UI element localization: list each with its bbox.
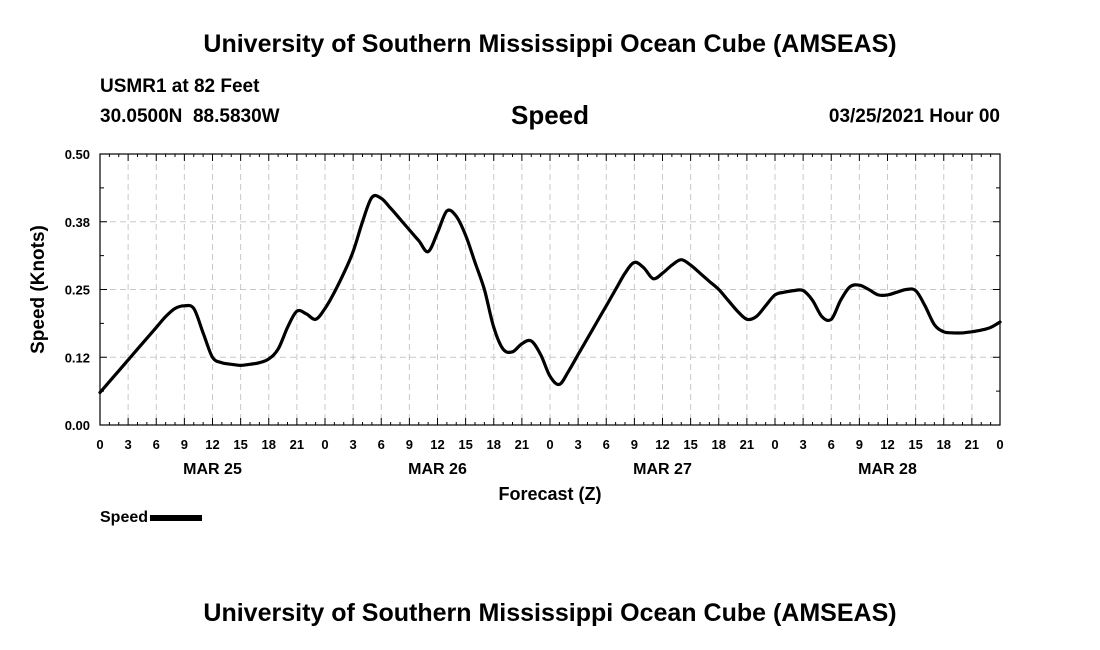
x-tick-label: 3 [125,437,132,452]
day-label: MAR 28 [858,461,917,478]
y-tick-label: 0.50 [65,147,90,162]
x-tick-label: 3 [800,437,807,452]
x-tick-label: 9 [856,437,863,452]
x-tick-label: 12 [880,437,894,452]
variable-title: Speed [510,100,590,130]
x-tick-label: 0 [96,437,103,452]
legend-label: Speed [100,509,149,526]
day-label: MAR 25 [183,461,242,478]
x-tick-label: 12 [205,437,219,452]
x-tick-label: 0 [321,437,328,452]
x-tick-label: 18 [262,437,276,452]
x-tick-label: 21 [740,437,754,452]
chart-title-bottom: University of Southern Mississippi Ocean… [203,599,897,627]
speed-chart: 0.00 0.12 0.25 0.38 0.50 0 3 6 9 12 15 18 21 0 3 6 9 12 15… [28,147,1004,504]
chart-title-top: University of Southern Mississippi Ocean… [203,30,897,58]
x-tick-label: 6 [153,437,160,452]
x-tick-label: 15 [233,437,247,452]
x-tick-label: 3 [350,437,357,452]
x-tick-label: 0 [771,437,778,452]
x-tick-label: 9 [406,437,413,452]
y-tick-label: 0.12 [65,350,90,365]
x-tick-label: 9 [181,437,188,452]
x-tick-label: 18 [487,437,501,452]
x-axis-title: Forecast (Z) [498,484,601,504]
x-tick-label: 0 [996,437,1003,452]
day-label: MAR 27 [633,461,692,478]
x-tick-label: 15 [458,437,472,452]
station-label: USMR1 at 82 Feet [100,76,260,97]
x-tick-label: 18 [712,437,726,452]
forecast-datetime: 03/25/2021 Hour 00 [828,106,1000,127]
x-tick-label: 3 [575,437,582,452]
x-tick-label: 12 [430,437,444,452]
day-label: MAR 26 [408,461,467,478]
x-tick-label: 21 [965,437,979,452]
x-tick-label: 6 [378,437,385,452]
x-tick-label: 15 [683,437,697,452]
x-tick-label: 15 [908,437,922,452]
legend-swatch [150,514,203,521]
coordinates-label: 30.0500N 88.5830W [100,106,280,127]
x-tick-label: 6 [603,437,610,452]
y-tick-label: 0.00 [65,418,90,433]
x-tick-label: 0 [546,437,553,452]
legend: Speed [100,509,203,527]
y-axis-title: Speed (Knots) [28,225,49,354]
y-tick-label: 0.25 [65,283,90,298]
x-tick-label: 6 [828,437,835,452]
y-tick-label: 0.38 [65,215,90,230]
x-tick-label: 21 [515,437,529,452]
x-tick-label: 12 [655,437,669,452]
x-tick-label: 21 [290,437,304,452]
x-tick-label: 18 [937,437,951,452]
x-tick-label: 9 [631,437,638,452]
series-line-speed [98,193,1002,395]
